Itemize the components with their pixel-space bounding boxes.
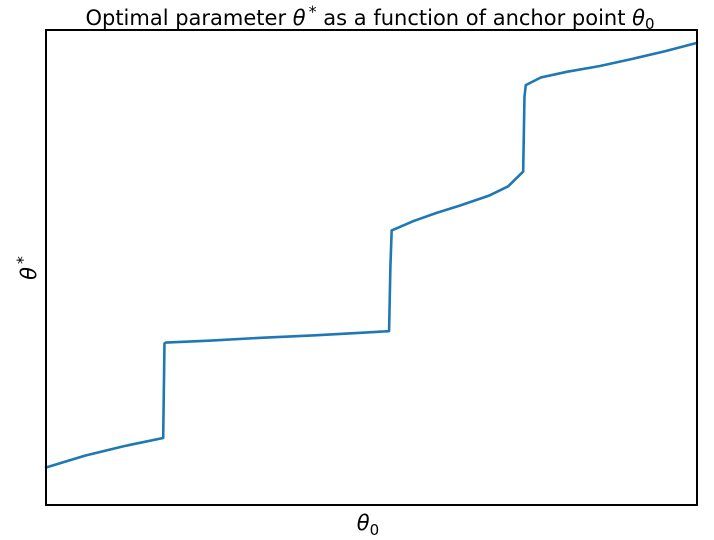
axes-frame <box>45 29 698 506</box>
series-line-1 <box>44 41 699 469</box>
plot-area <box>44 29 699 506</box>
x-axis-label: θ0 <box>357 511 379 539</box>
series-layer <box>44 41 699 469</box>
y-axis-label: θ* <box>13 256 41 280</box>
axes-background <box>46 30 697 505</box>
chart-title: Optimal parameter θ * as a function of an… <box>85 2 654 33</box>
